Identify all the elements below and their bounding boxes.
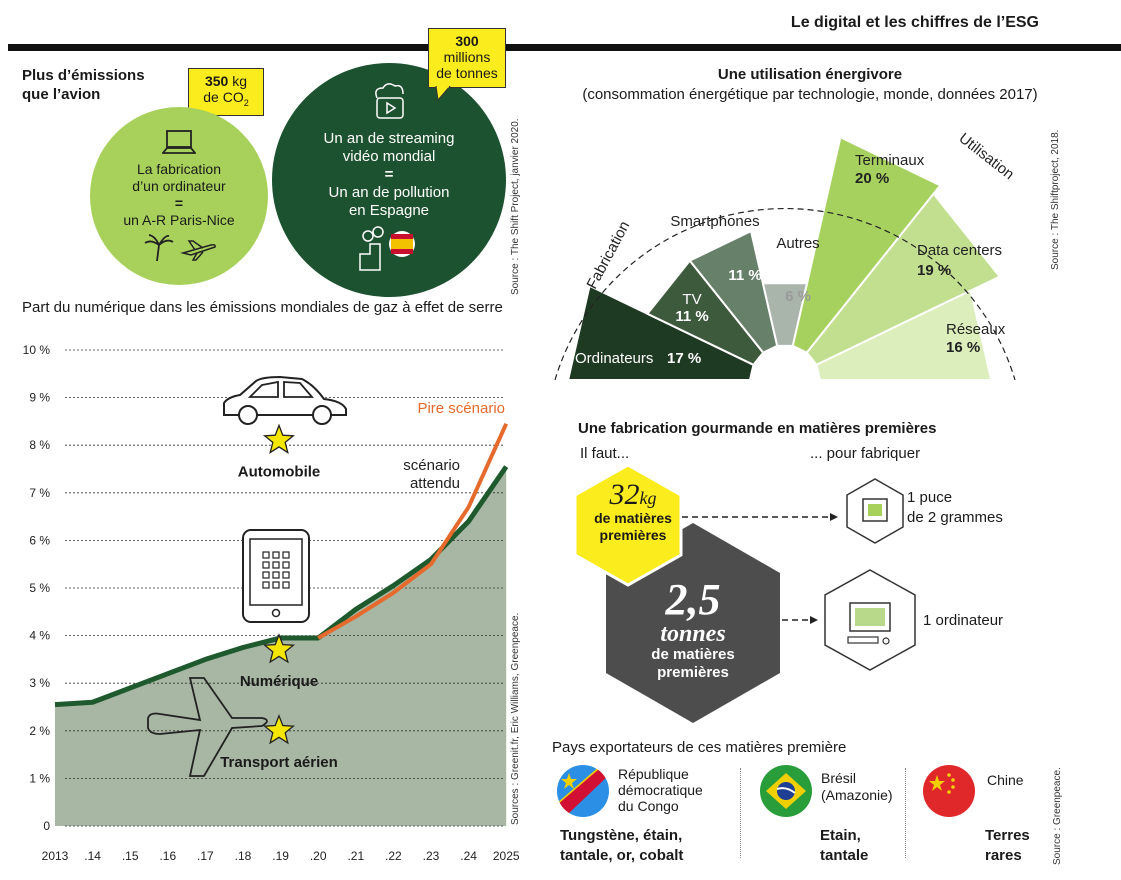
segment-value: 17 % [667,350,701,367]
x-tick-label: 2025 [493,849,520,863]
materials-right-head: ... pour fabriquer [810,445,921,462]
x-tick-label: .16 [159,849,176,863]
header-rule [8,44,1121,51]
group-label-utilisation: Utilisation [956,130,1018,183]
y-tick-label: 7 % [29,486,50,500]
tablet-icon [242,529,310,623]
x-tick-label: .21 [347,849,364,863]
segment-value: 11 % [675,308,708,325]
x-tick-label: .17 [197,849,214,863]
chip-text: 1 puce de 2 grammes [907,489,1003,526]
computer-circle: La fabrication d’un ordinateur = un A-R … [90,107,268,285]
palm-plane-icon [144,234,216,262]
annotation-label: Transport aérien [220,754,338,771]
materials-left-head: Il faut... [580,445,630,462]
y-tick-label: 10 % [23,343,51,357]
segment-label: Autres [776,235,819,252]
x-tick-label: 2013 [42,849,69,863]
factory-spain-icon [359,226,415,271]
segment-label: Terminaux [855,152,925,169]
y-tick-label: 1 % [29,771,50,785]
annotation-label: Automobile [238,463,321,480]
segment-value: 16 % [946,339,980,356]
car-icon [223,375,347,425]
flag-brazil [760,765,812,817]
country-materials: Tungstène, étain, tantale, or, cobalt [560,827,684,864]
x-tick-label: .19 [272,849,289,863]
worst-series-label: Pire scénario [417,400,505,417]
small-hexagon [573,465,683,587]
flag-drc [557,765,609,817]
divider [740,768,741,858]
star-icon [263,714,295,745]
emissions-title: Plus d’émissions que l’avion [22,67,145,103]
segment-value: 19 % [917,262,951,279]
page-title: Le digital et les chiffres de l’ESG [790,14,1039,31]
y-tick-label: 4 % [29,629,50,643]
co2-badge: 350 kg de CO2 [188,68,264,116]
tonnes-badge: 300 millions de tonnes [428,28,506,88]
streaming-circle: Un an de streaming vidéo mondial = Un an… [272,63,506,297]
x-tick-label: .23 [423,849,440,863]
countries-title: Pays exportateurs de ces matières premiè… [552,739,847,756]
source-streaming: Source : The Shift Project, janvier 2020… [510,118,521,295]
line-chart: 10 % 9 % 8 % 7 % 6 % 5 % 4 % 3 % 2 % 1 % 0 2013 .14.… [23,343,520,863]
x-tick-label: .24 [460,849,477,863]
energy-title: Une utilisation énergivore [717,66,903,83]
energy-subtitle: (consommation énergétique par technologi… [582,86,1038,103]
expected-series-label: attendu [410,475,460,492]
materials-title: Une fabrication gourmande en matières pr… [578,420,937,437]
computer-text: 1 ordinateur [923,612,1004,629]
y-tick-label: 8 % [29,438,50,452]
star-icon [263,633,295,664]
plane-icon [147,677,268,777]
computer-hexagon [824,569,916,671]
x-tick-label: .14 [84,849,101,863]
segment-value: 11 % [728,267,761,284]
expected-series-label: scénario [403,457,460,474]
segment-label: Data centers [917,242,1002,259]
y-tick-label: 2 % [29,724,50,738]
x-tick-label: .22 [385,849,402,863]
source-countries: Source : Greenpeace. [1052,767,1063,865]
country-name: République démocratique du Congo [618,766,703,814]
source-energy: Source : The Shiftproject, 2018. [1050,129,1061,270]
materials-graphic [573,465,916,723]
y-tick-label: 5 % [29,581,50,595]
segment-value: 20 % [855,170,889,187]
tonnes-badge-tail [435,86,451,102]
star-icon [262,423,296,455]
country-materials: Etain, tantale [820,827,869,864]
y-tick-label: 3 % [29,676,50,690]
chip-icon [862,498,888,522]
center-hole [750,345,820,380]
segment-label: Réseaux [946,321,1006,338]
laptop-icon [162,130,196,154]
x-tick-label: .18 [235,849,252,863]
group-label-fabrication: Fabrication [584,218,634,291]
video-cloud-icon [375,83,404,119]
y-tick-label: 6 % [29,533,50,547]
country-name: Brésil (Amazonie) [821,770,893,803]
annotation-label: Numérique [240,673,318,690]
group-arc [554,207,1016,381]
country-name: Chine [987,772,1024,788]
segment-label: Smartphones [670,213,759,230]
y-tick-label: 9 % [29,391,50,405]
small-hex-label: 32kg de matières premières [594,478,672,544]
worst-series-line [317,422,509,640]
segment-value: 6 % [785,288,811,305]
divider [905,768,906,858]
x-tick-label: .20 [310,849,327,863]
line-chart-title: Part du numérique dans les émissions mon… [22,299,503,316]
y-tick-label: 0 [43,819,50,833]
chip-hexagon [846,478,904,544]
country-materials: Terres rares [985,827,1030,864]
segment-label: Ordinateurs [575,350,653,367]
x-tick-label: .15 [122,849,139,863]
segment-label: TV [682,291,701,308]
big-hex-label: 2,5 tonnes de matières premières [651,575,735,682]
flag-china [923,765,975,817]
